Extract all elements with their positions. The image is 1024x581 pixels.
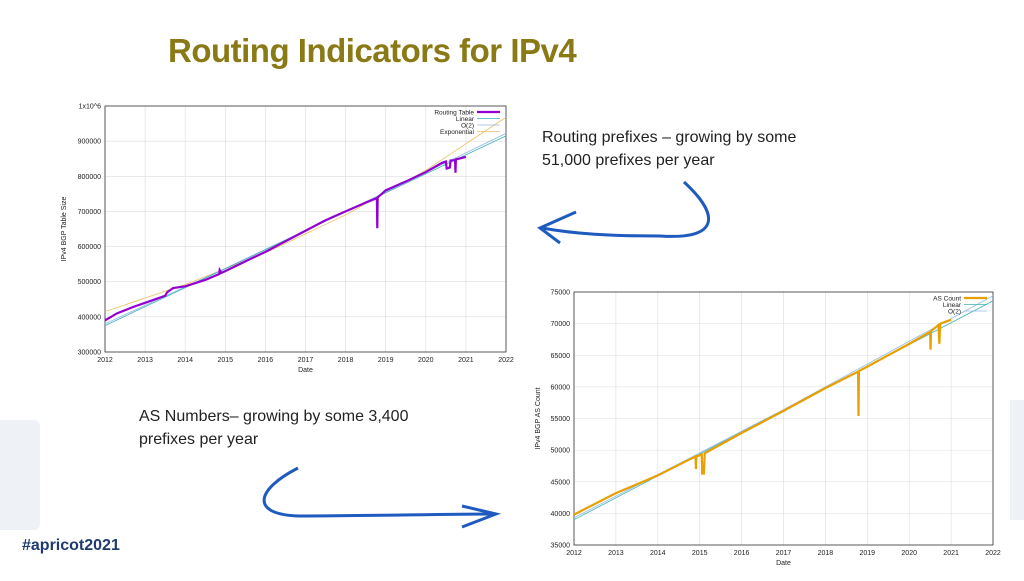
x-tick-label: 2020 xyxy=(901,550,917,557)
y-tick-label: 600000 xyxy=(78,244,101,251)
plot-frame xyxy=(573,291,994,546)
routing-table-chart-svg: 2012 2013 2014 2015 2016 2017 2018 2019 2020 2021… xyxy=(61,104,514,375)
y-tick-label: 40000 xyxy=(551,511,571,518)
arrowhead xyxy=(461,504,502,529)
x-tick-label: 2021 xyxy=(458,357,474,364)
y-tick-label: 70000 xyxy=(551,321,571,328)
x-tick-label: 2019 xyxy=(860,550,876,557)
legend-label: Linear xyxy=(943,302,962,309)
as-count-chart: 2012 2013 2014 2015 2016 2017 2018 2019 2020 2021… xyxy=(532,283,1010,576)
x-tick-label: 2021 xyxy=(943,550,959,557)
y-tick-label: 65000 xyxy=(551,353,571,360)
legend-label: O(2) xyxy=(461,123,474,130)
x-tick-label: 2017 xyxy=(776,550,792,557)
y-axis-label: IPv4 BGP AS Count xyxy=(535,387,542,449)
curved-arrow-to-as-chart xyxy=(262,466,495,518)
prefixes-note-line: Routing prefixes – growing by some xyxy=(542,129,797,146)
series-line-as-count xyxy=(573,318,952,516)
arrowhead xyxy=(537,210,577,245)
x-tick-label: 2017 xyxy=(298,357,314,364)
y-tick-label: 35000 xyxy=(551,543,571,550)
legend-label: Routing Table xyxy=(434,110,474,117)
as-note: AS Numbers– growing by some 3,400 prefix… xyxy=(139,405,408,451)
background-decoration xyxy=(0,420,40,530)
as-note-line: AS Numbers– growing by some 3,400 xyxy=(139,408,409,425)
y-tick-label: 50000 xyxy=(551,448,571,455)
y-tick-label: 55000 xyxy=(551,416,571,423)
x-tick-label: 2015 xyxy=(218,357,234,364)
y-tick-label: 60000 xyxy=(551,384,571,391)
legend-label: AS Count xyxy=(933,296,961,303)
x-tick-label: 2018 xyxy=(818,550,834,557)
x-tick-label: 2013 xyxy=(137,357,153,364)
x-tick-label: 2020 xyxy=(418,357,434,364)
prefixes-note: Routing prefixes – growing by some 51,00… xyxy=(542,126,796,172)
x-tick-label: 2014 xyxy=(650,550,666,557)
x-axis-label: Date xyxy=(298,367,313,373)
y-axis-label: IPv4 BGP Table Size xyxy=(61,197,68,262)
slide-title: Routing Indicators for IPv4 xyxy=(168,32,577,69)
as-count-chart-svg: 2012 2013 2014 2015 2016 2017 2018 2019 2020 2021… xyxy=(535,290,1001,568)
routing-table-chart: 2012 2013 2014 2015 2016 2017 2018 2019 2020 2021… xyxy=(58,97,516,375)
y-tick-label: 500000 xyxy=(78,279,101,286)
x-tick-label: 2016 xyxy=(258,357,274,364)
y-tick-label: 75000 xyxy=(551,290,571,297)
x-axis-label: Date xyxy=(776,560,791,567)
x-tick-label: 2022 xyxy=(498,357,514,364)
y-tick-label: 800000 xyxy=(78,174,101,181)
x-tick-label: 2019 xyxy=(378,357,394,364)
x-tick-label: 2013 xyxy=(608,550,624,557)
plot-frame xyxy=(104,105,507,353)
legend-label: Linear xyxy=(456,116,475,123)
y-tick-label: 900000 xyxy=(78,139,101,146)
x-tick-label: 2015 xyxy=(692,550,708,557)
x-tick-label: 2018 xyxy=(338,357,354,364)
y-tick-label: 700000 xyxy=(78,209,101,216)
x-tick-label: 2012 xyxy=(566,550,582,557)
y-tick-label: 400000 xyxy=(78,314,101,321)
prefixes-note-line: 51,000 prefixes per year xyxy=(542,152,715,169)
x-tick-label: 2016 xyxy=(734,550,750,557)
y-tick-label: 300000 xyxy=(78,350,101,357)
legend-label: Exponential xyxy=(440,129,475,136)
curved-arrow-to-prefix-chart xyxy=(541,180,711,238)
as-note-line: prefixes per year xyxy=(139,431,259,448)
legend-label: O(2) xyxy=(948,309,961,316)
y-tick-label: 1x10^6 xyxy=(79,104,101,111)
x-tick-label: 2022 xyxy=(985,550,1001,557)
y-tick-label: 45000 xyxy=(551,479,571,486)
x-tick-label: 2012 xyxy=(97,357,113,364)
series-line-routing-table xyxy=(104,155,467,322)
hashtag: #apricot2021 xyxy=(22,537,120,554)
x-tick-label: 2014 xyxy=(177,357,193,364)
